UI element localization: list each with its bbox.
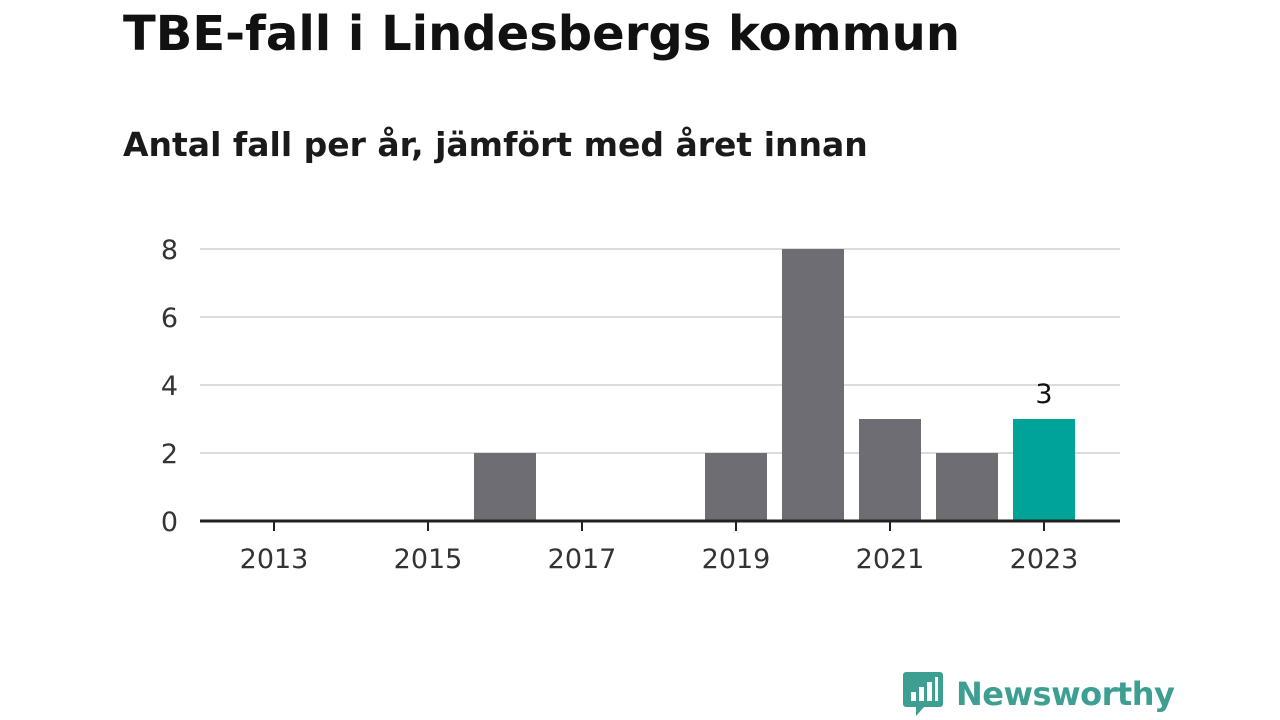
bar-2016 xyxy=(474,453,536,521)
chart-subtitle: Antal fall per år, jämfört med året inna… xyxy=(123,125,868,164)
x-axis-ticks: 2013 2015 2017 2019 2021 2023 xyxy=(240,521,1079,575)
bars xyxy=(474,249,1075,521)
logo-text: Newsworthy xyxy=(956,675,1175,713)
data-labels: 3 xyxy=(1035,379,1052,410)
bar-2020 xyxy=(782,249,844,521)
x-tick-label-2015: 2015 xyxy=(394,544,463,575)
bar-2019 xyxy=(705,453,767,521)
x-tick-label-2021: 2021 xyxy=(856,544,925,575)
data-label-2023: 3 xyxy=(1035,379,1052,410)
y-tick-label-4: 4 xyxy=(161,371,178,402)
y-tick-label-6: 6 xyxy=(161,303,178,334)
chart-title: TBE-fall i Lindesbergs kommun xyxy=(123,6,960,62)
x-tick-label-2013: 2013 xyxy=(240,544,309,575)
x-tick-label-2017: 2017 xyxy=(548,544,617,575)
y-tick-label-2: 2 xyxy=(161,439,178,470)
bar-2023 xyxy=(1013,419,1075,521)
y-tick-label-8: 8 xyxy=(161,235,178,266)
y-tick-label-0: 0 xyxy=(161,507,178,538)
bar-2022 xyxy=(936,453,998,521)
newsworthy-logo: Newsworthy xyxy=(902,670,1175,718)
x-tick-label-2019: 2019 xyxy=(702,544,771,575)
grid-lines xyxy=(200,248,1120,454)
y-axis-ticks: 0 2 4 6 8 xyxy=(161,235,178,538)
bar-2021 xyxy=(859,419,921,521)
newsworthy-chart-icon xyxy=(903,672,943,716)
x-tick-label-2023: 2023 xyxy=(1010,544,1079,575)
